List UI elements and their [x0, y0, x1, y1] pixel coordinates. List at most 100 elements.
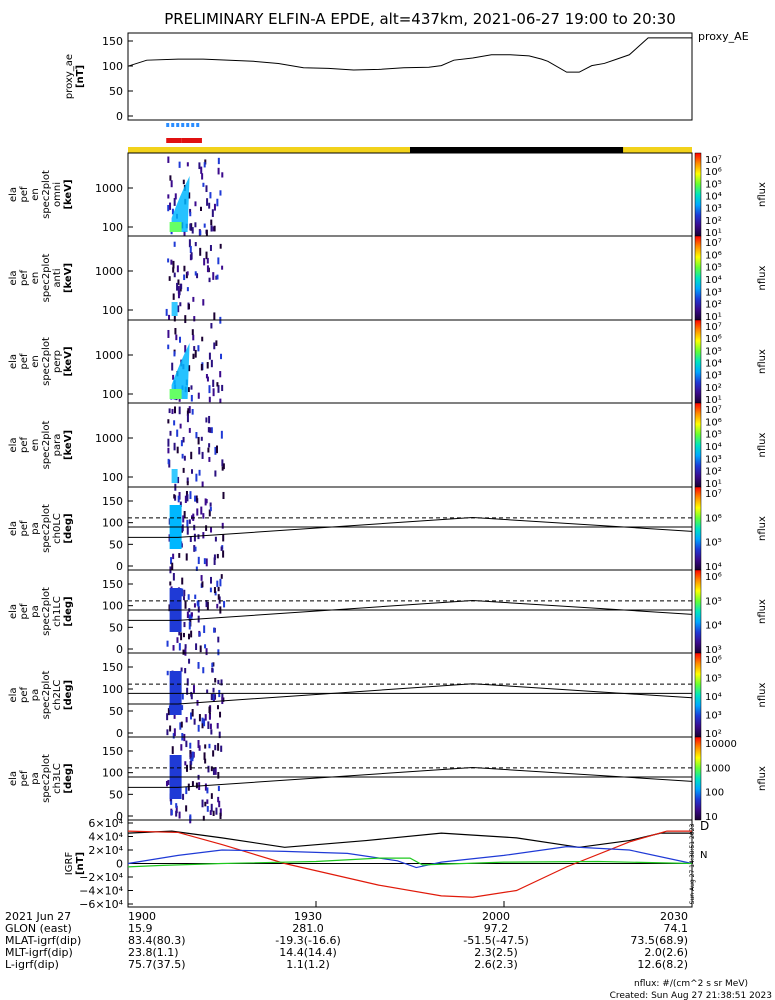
spectrogram-pixel [189, 212, 191, 216]
spectrogram-pixel [199, 714, 201, 721]
spectrogram-pixel [213, 312, 215, 319]
spectrogram-pixel [176, 283, 178, 291]
spectrogram-pixel [222, 534, 224, 541]
y-axis-label: pef [19, 353, 30, 370]
y-axis-label: spec2plot [41, 337, 52, 386]
spectrogram-pixel [174, 728, 176, 736]
spectrogram-pixel [180, 632, 182, 640]
spectrogram-pixel [183, 734, 185, 741]
spectrogram-pixel [172, 746, 174, 754]
spectrogram-pixel [209, 192, 211, 198]
spectrogram-pixel [182, 650, 184, 655]
spectrogram-pixel [207, 448, 209, 453]
spectrogram-pixel [179, 337, 181, 343]
spectrogram-pixel [211, 663, 213, 668]
spectrogram-pixel [169, 276, 171, 281]
colorbar-tick-label: 10³ [705, 287, 722, 298]
y-tick-label: 100 [102, 221, 123, 234]
y-tick-label: 1000 [95, 182, 123, 195]
summary-plot: PRELIMINARY ELFIN-A EPDE, alt=437km, 202… [0, 0, 775, 1000]
spectrogram-pixel [207, 806, 209, 812]
spectrogram-pixel [194, 603, 196, 607]
y-tick-label: 1000 [95, 265, 123, 278]
spectrogram-pixel [190, 452, 192, 459]
colorbar-label: nflux [757, 516, 768, 541]
y-tick-label: 150 [102, 661, 123, 674]
spectrogram-pixel [218, 786, 220, 791]
spectrogram-pixel [190, 692, 192, 697]
spectrogram-pixel [175, 811, 177, 817]
y-tick-label: 50 [109, 705, 123, 718]
spectrogram-pixel [218, 587, 220, 591]
y-tick-label: 0 [116, 643, 123, 656]
spectrogram-pixel [192, 709, 194, 717]
spectrogram-pixel [182, 524, 184, 531]
y-axis-label: ela [8, 437, 19, 452]
spectrogram-pixel [213, 768, 215, 775]
y-axis-label: pef [19, 186, 30, 203]
colorbar [695, 737, 701, 820]
spectrogram-pixel [176, 430, 178, 437]
spectrogram-pixel [166, 729, 168, 735]
spectrogram-pixel [207, 258, 209, 264]
spectrogram-pixel [178, 293, 180, 298]
spectrogram-pixel [189, 428, 191, 433]
spectrogram-pixel [167, 671, 169, 675]
units-note: nflux: #/(cm^2 s sr MeV) [634, 979, 748, 989]
spectrogram-pixel [215, 340, 217, 346]
spectrogram-pixel [167, 258, 169, 262]
spectrogram-pixel [184, 456, 186, 461]
colorbar [695, 653, 701, 737]
spectrogram-pixel [173, 573, 175, 581]
spectrogram-core [172, 302, 178, 316]
footer-value: 12.6(8.2) [637, 958, 688, 971]
spectrogram-pixel [213, 688, 215, 693]
y-axis-label: spec2plot [41, 671, 52, 720]
spectrogram-pixel [223, 463, 225, 469]
colorbar-tick-label: 10⁷ [705, 238, 722, 249]
spectrogram-pixel [172, 554, 174, 559]
spectrogram-pixel [185, 741, 187, 747]
panel-frame [128, 153, 692, 236]
colorbar [695, 570, 701, 653]
spectrogram-pixel [187, 414, 189, 422]
spectrogram-pixel [190, 536, 192, 542]
y-tick-label: 1000 [95, 349, 123, 362]
y-axis-label: spec2plot [41, 421, 52, 470]
spectrogram-pixel [191, 612, 193, 616]
spectrogram-pixel [197, 345, 199, 351]
spectrogram-pixel [204, 162, 206, 167]
colorbar-tick-label: 10² [705, 467, 722, 478]
spectrogram-pixel [199, 632, 201, 636]
spectrogram-pixel [183, 468, 185, 473]
spectrogram-pixel [216, 382, 218, 386]
panels: proxy_ae [nT]150100500proxy_AEela pef en spe… [8, 30, 768, 911]
spectrogram-pixel [188, 387, 190, 392]
spectrogram-pixel [213, 811, 215, 816]
spectrogram-pixel [207, 377, 209, 382]
colorbar-tick-label: 10⁵ [705, 346, 722, 357]
spectrogram-pixel [201, 575, 203, 581]
spectrogram-pixel [167, 641, 169, 647]
y-tick-label: 2×10⁴ [88, 844, 123, 857]
colorbar-tick-label: 10⁶ [705, 334, 722, 345]
spectrogram-pixel [214, 226, 216, 232]
spectrogram-pixel [188, 304, 190, 309]
y-axis-label: ch0LC [52, 513, 63, 544]
spectrogram-pixel [190, 385, 192, 389]
spectrogram-pixel [198, 725, 200, 732]
colorbar-tick-label: 10³ [705, 454, 722, 465]
panel-perp: ela pef en spec2plot perp [keV] 100010010⁷10⁶1… [8, 320, 768, 406]
spectrogram-pixel [184, 315, 186, 323]
spectrogram-pixel [181, 578, 183, 585]
y-tick-label: 0 [116, 560, 123, 573]
spectrogram-pixel [217, 743, 219, 751]
spectrogram-pixel [188, 634, 190, 640]
colorbar-tick-label: 10⁶ [705, 250, 722, 261]
spectrogram-pixel [203, 625, 205, 633]
orbit-status-bars [128, 123, 692, 153]
y-tick-label: −6×10⁴ [79, 898, 123, 911]
spectrogram-pixel [210, 502, 212, 506]
spectrogram-pixel [206, 198, 208, 206]
fgm-blue-tick [191, 123, 194, 127]
